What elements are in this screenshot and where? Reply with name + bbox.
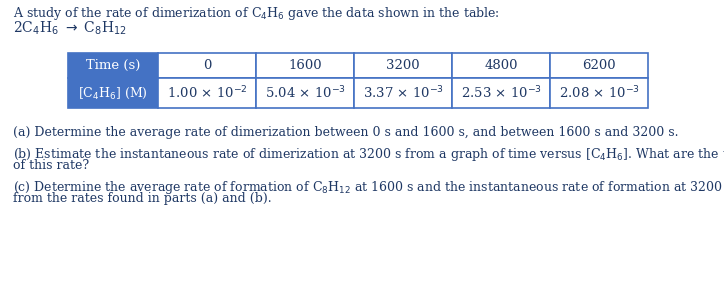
Text: of this rate?: of this rate? <box>13 159 89 172</box>
Bar <box>550 53 648 78</box>
Text: 1600: 1600 <box>288 59 321 72</box>
Bar <box>354 53 452 78</box>
Bar <box>256 78 354 108</box>
Text: 5.04 $\times$ 10$^{-3}$: 5.04 $\times$ 10$^{-3}$ <box>264 85 345 101</box>
Text: 2C$_4$H$_6$ $\rightarrow$ C$_8$H$_{12}$: 2C$_4$H$_6$ $\rightarrow$ C$_8$H$_{12}$ <box>13 20 127 37</box>
Text: 2.08 $\times$ 10$^{-3}$: 2.08 $\times$ 10$^{-3}$ <box>558 85 639 101</box>
Text: [C$_4$H$_6$] (M): [C$_4$H$_6$] (M) <box>78 85 148 101</box>
Text: A study of the rate of dimerization of C$_4$H$_6$ gave the data shown in the tab: A study of the rate of dimerization of C… <box>13 5 500 22</box>
Bar <box>256 53 354 78</box>
Bar <box>452 78 550 108</box>
Text: 0: 0 <box>203 59 211 72</box>
Text: 4800: 4800 <box>484 59 518 72</box>
Bar <box>68 78 158 108</box>
Bar <box>158 78 256 108</box>
Text: Time (s): Time (s) <box>86 59 140 72</box>
Text: from the rates found in parts (a) and (b).: from the rates found in parts (a) and (b… <box>13 192 271 205</box>
Text: 6200: 6200 <box>582 59 616 72</box>
Bar <box>158 53 256 78</box>
Bar <box>354 78 452 108</box>
Text: 3.37 $\times$ 10$^{-3}$: 3.37 $\times$ 10$^{-3}$ <box>363 85 444 101</box>
Text: (a) Determine the average rate of dimerization between 0 s and 1600 s, and betwe: (a) Determine the average rate of dimeri… <box>13 126 678 139</box>
Text: 1.00 $\times$ 10$^{-2}$: 1.00 $\times$ 10$^{-2}$ <box>167 85 248 101</box>
Bar <box>452 53 550 78</box>
Text: 3200: 3200 <box>386 59 420 72</box>
Bar <box>68 53 158 78</box>
Text: 2.53 $\times$ 10$^{-3}$: 2.53 $\times$ 10$^{-3}$ <box>460 85 542 101</box>
Text: (c) Determine the average rate of formation of C$_8$H$_{12}$ at 1600 s and the i: (c) Determine the average rate of format… <box>13 179 724 196</box>
Text: (b) Estimate the instantaneous rate of dimerization at 3200 s from a graph of ti: (b) Estimate the instantaneous rate of d… <box>13 146 724 163</box>
Bar <box>550 78 648 108</box>
